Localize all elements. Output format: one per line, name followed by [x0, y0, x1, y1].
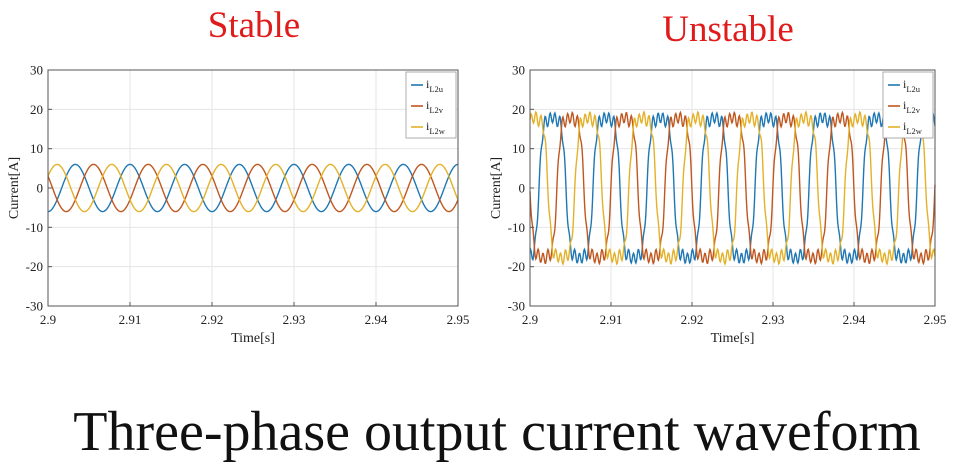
- y-tick-label: 0: [519, 181, 526, 196]
- legend-label-sub: L2u: [429, 84, 443, 94]
- series-line-l2w: [47, 163, 459, 213]
- x-tick-label: 2.94: [365, 312, 388, 327]
- legend-label-sub: L2u: [906, 84, 920, 94]
- y-tick-label: -30: [508, 299, 525, 314]
- y-axis-label: Current[A]: [489, 157, 504, 219]
- y-tick-label: -20: [26, 259, 43, 274]
- y-tick-label: 20: [30, 102, 43, 117]
- x-tick-label: 2.93: [283, 312, 306, 327]
- legend-label-l2v: iL2v: [426, 98, 444, 115]
- legend-label-sub: L2w: [906, 126, 922, 136]
- series-line-l2v: [47, 163, 459, 213]
- legend-label-main: i: [903, 119, 907, 133]
- y-tick-label: -30: [26, 299, 43, 314]
- y-tick-label: 10: [512, 141, 525, 156]
- x-tick-label: 2.92: [681, 312, 704, 327]
- legend-label-l2u: iL2u: [903, 77, 921, 94]
- y-tick-label: -20: [508, 259, 525, 274]
- legend-label-main: i: [426, 77, 430, 91]
- y-tick-label: -10: [508, 220, 525, 235]
- legend-box: [405, 71, 457, 139]
- y-tick-label: -10: [26, 220, 43, 235]
- series-line-l2u: [47, 163, 459, 213]
- figure-caption: Three-phase output current waveform: [73, 401, 920, 463]
- unstable-title: Unstable: [662, 9, 794, 50]
- x-tick-label: 2.9: [40, 312, 56, 327]
- legend-label-l2w: iL2w: [903, 119, 923, 136]
- legend-label-main: i: [426, 98, 430, 112]
- unstable-chart: 2.9 2.91 2.92 2.93 2.94 2.95 30 20 10 0 -10 -20 -30 T…: [489, 63, 946, 347]
- legend-label-sub: L2w: [429, 126, 445, 136]
- x-axis-label: Time[s]: [711, 331, 755, 346]
- x-tick-label: 2.95: [447, 312, 470, 327]
- x-tick-label: 2.91: [119, 312, 142, 327]
- series-line-l2w: [529, 110, 936, 266]
- legend-label-l2v: iL2v: [903, 98, 921, 115]
- legend-label-main: i: [903, 77, 907, 91]
- y-tick-label: 30: [30, 63, 43, 78]
- y-tick-label: 0: [37, 181, 44, 196]
- legend-label-sub: L2v: [906, 105, 920, 115]
- x-tick-label: 2.92: [201, 312, 224, 327]
- x-tick-label: 2.93: [762, 312, 785, 327]
- y-tick-label: 20: [512, 102, 525, 117]
- stable-title: Stable: [208, 5, 300, 46]
- legend-label-main: i: [426, 119, 430, 133]
- x-axis-label: Time[s]: [231, 331, 275, 346]
- series-line-l2v: [529, 110, 936, 266]
- stable-chart: 2.9 2.91 2.92 2.93 2.94 2.95 30 20 10 0 -10 -20 -30 T…: [7, 63, 469, 347]
- x-tick-label: 2.95: [924, 312, 947, 327]
- x-tick-label: 2.94: [843, 312, 866, 327]
- x-tick-label: 2.91: [600, 312, 623, 327]
- legend-label-l2u: iL2u: [426, 77, 444, 94]
- y-tick-label: 30: [512, 63, 525, 78]
- x-tick-label: 2.9: [522, 312, 538, 327]
- legend-label-main: i: [903, 98, 907, 112]
- y-tick-label: 10: [30, 141, 43, 156]
- y-axis-label: Current[A]: [7, 157, 22, 219]
- legend-label-sub: L2v: [429, 105, 443, 115]
- legend-label-l2w: iL2w: [426, 119, 446, 136]
